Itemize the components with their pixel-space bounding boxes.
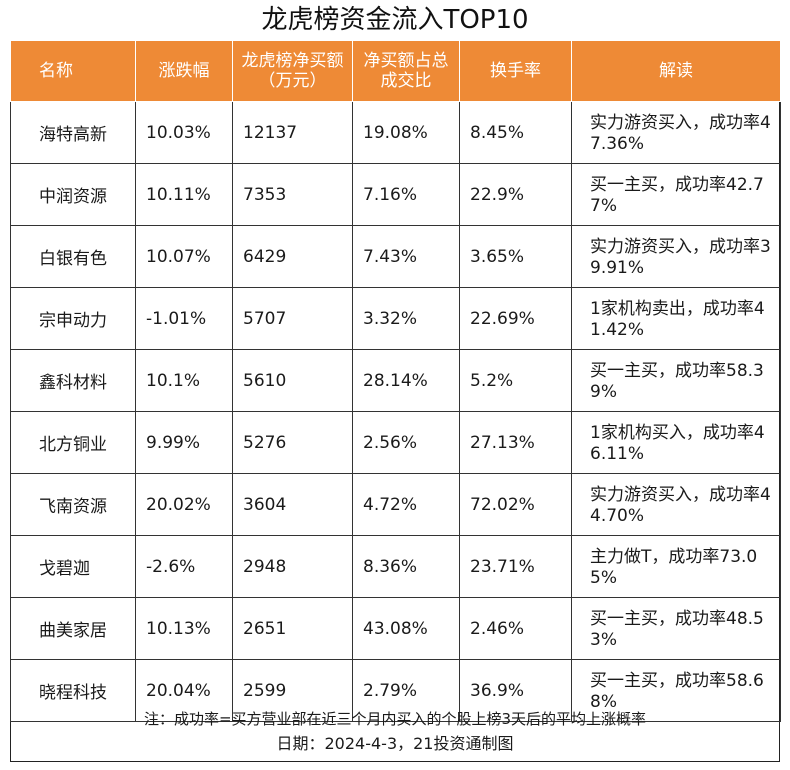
cell-change: -1.01%: [135, 287, 233, 350]
cell-change: 10.13%: [135, 597, 233, 660]
cell-note: 买一主买，成功率58.39%: [571, 349, 781, 412]
cell-name: 中润资源: [10, 163, 136, 226]
cell-note: 1家机构卖出，成功率41.42%: [571, 287, 781, 350]
column-header-net-buy: 龙虎榜净买额（万元）: [232, 40, 353, 102]
cell-net-buy: 5707: [232, 287, 353, 350]
cell-change: 20.04%: [135, 659, 233, 722]
table-row: 晓程科技 20.04% 2599 2.79% 36.9% 买一主买，成功率58.68%: [10, 659, 781, 722]
cell-net-buy: 2948: [232, 535, 353, 598]
cell-ratio: 3.32%: [352, 287, 460, 350]
cell-note: 买一主买，成功率42.77%: [571, 163, 781, 226]
cell-net-buy: 5610: [232, 349, 353, 412]
cell-ratio: 43.08%: [352, 597, 460, 660]
cell-turnover: 27.13%: [459, 411, 572, 474]
cell-note: 主力做T，成功率73.05%: [571, 535, 781, 598]
footer: 注：成功率=买方营业部在近三个月内买入的个股上榜3天后的平均上涨概率 日期：20…: [10, 702, 780, 762]
cell-name: 晓程科技: [10, 659, 136, 722]
cell-net-buy: 5276: [232, 411, 353, 474]
cell-name: 白银有色: [10, 225, 136, 288]
cell-turnover: 72.02%: [459, 473, 572, 536]
column-header-note: 解读: [571, 40, 781, 102]
cell-ratio: 8.36%: [352, 535, 460, 598]
cell-name: 宗申动力: [10, 287, 136, 350]
cell-name: 海特高新: [10, 101, 136, 164]
table-row: 北方铜业 9.99% 5276 2.56% 27.13% 1家机构买入，成功率46.11%: [10, 411, 781, 474]
cell-ratio: 2.56%: [352, 411, 460, 474]
cell-note: 实力游资买入，成功率47.36%: [571, 101, 781, 164]
cell-name: 鑫科材料: [10, 349, 136, 412]
cell-change: 9.99%: [135, 411, 233, 474]
cell-change: -2.6%: [135, 535, 233, 598]
cell-turnover: 22.9%: [459, 163, 572, 226]
table-row: 海特高新 10.03% 12137 19.08% 8.45% 实力游资买入，成功率47.3…: [10, 101, 781, 164]
cell-turnover: 22.69%: [459, 287, 572, 350]
cell-change: 10.1%: [135, 349, 233, 412]
cell-name: 戈碧迦: [10, 535, 136, 598]
page-title: 龙虎榜资金流入TOP10: [261, 5, 529, 35]
cell-ratio: 19.08%: [352, 101, 460, 164]
cell-turnover: 8.45%: [459, 101, 572, 164]
footer-date: 日期：2024-4-3，21投资通制图: [276, 734, 514, 753]
cell-note: 实力游资买入，成功率44.70%: [571, 473, 781, 536]
table-row: 飞南资源 20.02% 3604 4.72% 72.02% 实力游资买入，成功率44.70…: [10, 473, 781, 536]
table-row: 鑫科材料 10.1% 5610 28.14% 5.2% 买一主买，成功率58.39%: [10, 349, 781, 412]
cell-turnover: 3.65%: [459, 225, 572, 288]
cell-ratio: 7.16%: [352, 163, 460, 226]
cell-net-buy: 12137: [232, 101, 353, 164]
table-row: 白银有色 10.07% 6429 7.43% 3.65% 实力游资买入，成功率39.91%: [10, 225, 781, 288]
table-row: 中润资源 10.11% 7353 7.16% 22.9% 买一主买，成功率42.77%: [10, 163, 781, 226]
column-header-ratio: 净买额占总成交比: [352, 40, 460, 102]
cell-name: 曲美家居: [10, 597, 136, 660]
cell-change: 10.07%: [135, 225, 233, 288]
column-header-name: 名称: [10, 40, 136, 102]
footer-note: 注：成功率=买方营业部在近三个月内买入的个股上榜3天后的平均上涨概率: [143, 710, 647, 728]
cell-name: 北方铜业: [10, 411, 136, 474]
table-row: 戈碧迦 -2.6% 2948 8.36% 23.71% 主力做T，成功率73.05%: [10, 535, 781, 598]
table-row: 宗申动力 -1.01% 5707 3.32% 22.69% 1家机构卖出，成功率41.42…: [10, 287, 781, 350]
cell-net-buy: 2651: [232, 597, 353, 660]
cell-change: 10.11%: [135, 163, 233, 226]
column-header-change: 涨跌幅: [135, 40, 233, 102]
cell-ratio: 7.43%: [352, 225, 460, 288]
column-header-turnover: 换手率: [459, 40, 572, 102]
cell-note: 买一主买，成功率48.53%: [571, 597, 781, 660]
cell-net-buy: 3604: [232, 473, 353, 536]
cell-change: 20.02%: [135, 473, 233, 536]
cell-turnover: 23.71%: [459, 535, 572, 598]
cell-net-buy: 6429: [232, 225, 353, 288]
fund-inflow-table: 名称 涨跌幅 龙虎榜净买额（万元） 净买额占总成交比 换手率 解读 海特高新 10…: [10, 40, 781, 722]
cell-ratio: 4.72%: [352, 473, 460, 536]
cell-note: 实力游资买入，成功率39.91%: [571, 225, 781, 288]
cell-net-buy: 7353: [232, 163, 353, 226]
cell-name: 飞南资源: [10, 473, 136, 536]
cell-ratio: 2.79%: [352, 659, 460, 722]
cell-ratio: 28.14%: [352, 349, 460, 412]
cell-turnover: 2.46%: [459, 597, 572, 660]
cell-change: 10.03%: [135, 101, 233, 164]
table-header-row: 名称 涨跌幅 龙虎榜净买额（万元） 净买额占总成交比 换手率 解读: [10, 40, 781, 102]
cell-note: 1家机构买入，成功率46.11%: [571, 411, 781, 474]
table-row: 曲美家居 10.13% 2651 43.08% 2.46% 买一主买，成功率48.53%: [10, 597, 781, 660]
cell-note: 买一主买，成功率58.68%: [571, 659, 781, 722]
cell-turnover: 36.9%: [459, 659, 572, 722]
cell-turnover: 5.2%: [459, 349, 572, 412]
